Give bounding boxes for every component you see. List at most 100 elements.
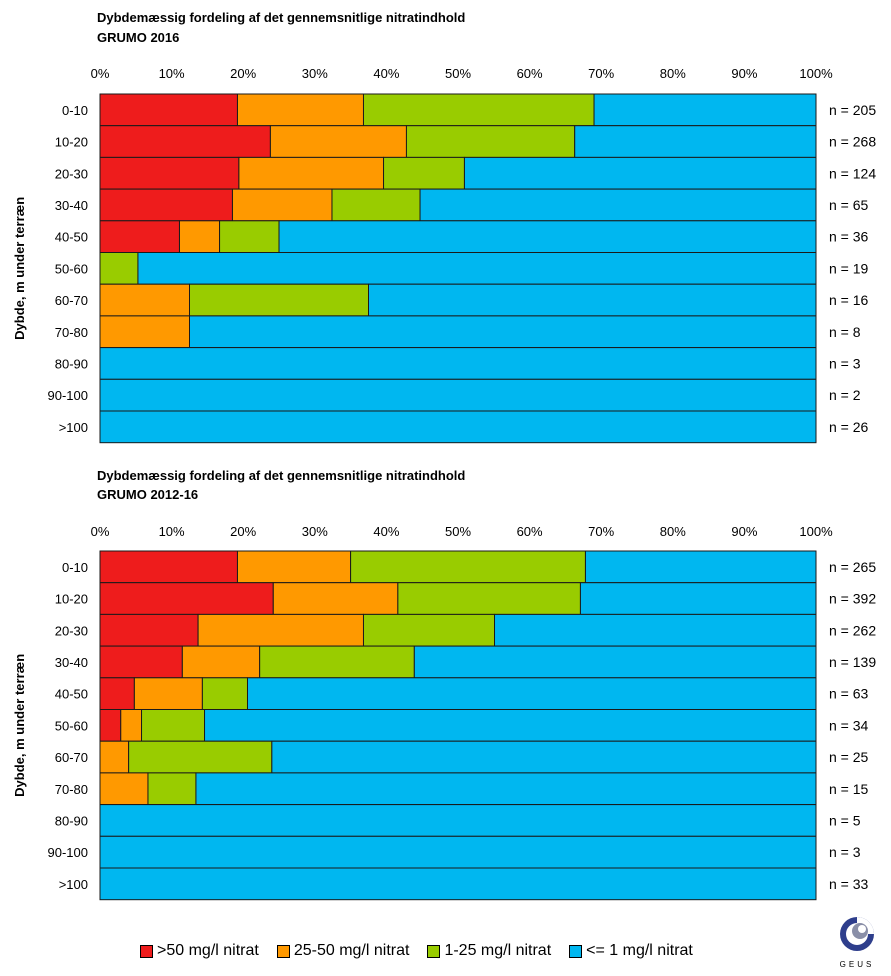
chart-legend: >50 mg/l nitrat 25-50 mg/l nitrat 1-25 m… — [140, 942, 693, 960]
y-tick-label-top: 0-10 — [62, 103, 88, 118]
bar-segment-bottom — [99, 613, 199, 647]
bar-segment-top — [178, 220, 221, 254]
x-tick-label-top: 40% — [373, 66, 399, 81]
bar-segment-bottom — [99, 772, 149, 806]
bar-segment-top — [238, 156, 385, 190]
y-tick-label-bottom: 80-90 — [55, 813, 88, 828]
bar-segment-bottom — [141, 709, 206, 742]
n-label-bottom: n = 392 — [829, 591, 876, 607]
y-tick-label-top: 70-80 — [55, 325, 88, 340]
y-tick-label-top: 90-100 — [48, 388, 88, 403]
bar-segment-top — [189, 283, 369, 317]
legend-label-1-25: 1-25 mg/l nitrat — [444, 942, 552, 959]
bar-segment-top — [99, 252, 139, 285]
y-tick-label-top: >100 — [59, 420, 88, 435]
bar-segment-bottom — [99, 582, 274, 615]
n-label-top: n = 3 — [829, 355, 861, 371]
geus-logo-text: GEUS — [839, 960, 875, 969]
y-tick-label-bottom: 50-60 — [55, 718, 88, 733]
n-label-top: n = 268 — [829, 134, 876, 150]
chart-canvas: Dybdemæssig fordeling af det gennemsnitl… — [12, 10, 876, 901]
legend-item-1-25: 1-25 mg/l nitrat — [427, 942, 551, 960]
legend-label-25-50: 25-50 mg/l nitrat — [293, 942, 410, 959]
n-label-top: n = 2 — [829, 387, 861, 403]
bar-segment-top — [99, 347, 817, 380]
bar-segment-top — [383, 156, 465, 190]
legend-swatch-1-25 — [427, 944, 441, 958]
bar-segment-bottom — [246, 677, 817, 710]
x-tick-label-bottom: 0% — [91, 524, 110, 539]
n-label-top: n = 8 — [829, 324, 861, 340]
bar-segment-top — [219, 220, 280, 254]
bar-segment-bottom — [99, 677, 135, 710]
n-label-top: n = 19 — [829, 260, 869, 276]
bar-segment-bottom — [99, 867, 817, 901]
legend-item-25-50: 25-50 mg/l nitrat — [276, 942, 410, 960]
bar-segment-bottom — [350, 550, 586, 584]
bar-segment-top — [368, 283, 817, 317]
n-label-bottom: n = 3 — [829, 844, 861, 860]
n-label-bottom: n = 5 — [829, 812, 861, 828]
chart-title-top: Dybdemæssig fordeling af det gennemsnitl… — [97, 10, 465, 25]
y-tick-label-bottom: 30-40 — [55, 655, 88, 670]
y-tick-label-top: 80-90 — [55, 356, 88, 371]
y-tick-label-top: 20-30 — [55, 166, 88, 181]
n-label-bottom: n = 139 — [829, 654, 876, 670]
bar-segment-bottom — [99, 550, 238, 584]
y-tick-label-bottom: 90-100 — [48, 845, 88, 860]
bar-segment-top — [99, 220, 180, 254]
bar-segment-bottom — [271, 740, 817, 774]
bar-segment-bottom — [99, 645, 183, 679]
n-label-top: n = 124 — [829, 165, 876, 181]
chart-subtitle-top: GRUMO 2016 — [97, 30, 179, 45]
bar-segment-top — [236, 93, 364, 127]
n-label-top: n = 205 — [829, 102, 876, 118]
bar-segment-top — [574, 125, 817, 158]
bar-segment-top — [99, 93, 238, 127]
bar-segment-bottom — [494, 613, 817, 647]
x-tick-label-top: 0% — [91, 66, 110, 81]
bar-segment-top — [593, 93, 817, 127]
x-tick-label-top: 20% — [230, 66, 256, 81]
y-tick-label-top: 50-60 — [55, 261, 88, 276]
legend-label-gt50: >50 mg/l nitrat — [157, 942, 259, 959]
x-tick-label-bottom: 70% — [588, 524, 614, 539]
legend-label-le1: <= 1 mg/l nitrat — [586, 942, 693, 959]
bar-segment-bottom — [99, 804, 817, 837]
n-label-top: n = 16 — [829, 292, 869, 308]
n-label-bottom: n = 34 — [829, 717, 869, 733]
x-tick-label-top: 30% — [302, 66, 328, 81]
n-label-top: n = 65 — [829, 197, 869, 213]
bar-segment-bottom — [133, 677, 203, 710]
bar-segment-top — [231, 188, 333, 222]
bar-segment-top — [405, 125, 576, 158]
x-tick-label-top: 60% — [517, 66, 543, 81]
x-tick-label-bottom: 80% — [660, 524, 686, 539]
n-label-top: n = 26 — [829, 419, 869, 435]
chart-title-bottom: Dybdemæssig fordeling af det gennemsnitl… — [97, 468, 465, 483]
bar-segment-bottom — [99, 740, 130, 774]
x-tick-label-top: 100% — [799, 66, 833, 81]
bar-segment-top — [419, 188, 817, 222]
bar-segment-bottom — [413, 645, 817, 679]
geus-logo: GEUS — [832, 912, 882, 972]
bar-segment-bottom — [204, 709, 817, 742]
bar-segment-top — [189, 315, 817, 349]
bar-segment-bottom — [99, 835, 817, 869]
bar-segment-bottom — [201, 677, 248, 710]
n-label-bottom: n = 262 — [829, 622, 876, 638]
y-tick-label-top: 30-40 — [55, 198, 88, 213]
x-tick-label-bottom: 60% — [517, 524, 543, 539]
y-tick-label-top: 10-20 — [55, 135, 88, 150]
chart-subtitle-bottom: GRUMO 2012-16 — [97, 487, 198, 502]
bar-segment-top — [463, 156, 817, 190]
x-tick-label-top: 10% — [159, 66, 185, 81]
bar-segment-bottom — [362, 613, 496, 647]
n-label-bottom: n = 265 — [829, 559, 876, 575]
bar-segment-bottom — [99, 709, 122, 742]
x-tick-label-bottom: 100% — [799, 524, 833, 539]
bar-segment-bottom — [579, 582, 817, 615]
x-tick-label-bottom: 20% — [230, 524, 256, 539]
x-tick-label-bottom: 40% — [373, 524, 399, 539]
x-tick-label-bottom: 90% — [731, 524, 757, 539]
